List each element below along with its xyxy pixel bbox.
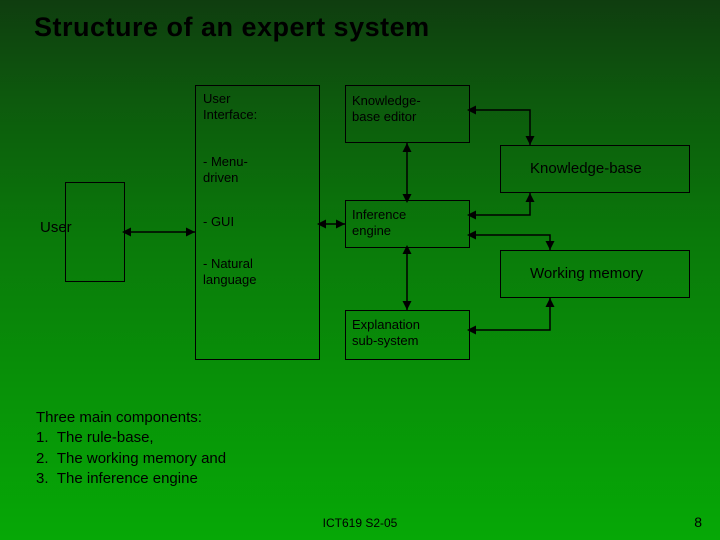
label-inference: Inference engine bbox=[352, 207, 406, 240]
label-wmem: Working memory bbox=[530, 264, 643, 284]
page-number: 8 bbox=[694, 514, 702, 530]
label-ui-header: User Interface: bbox=[203, 91, 257, 124]
slide-title: Structure of an expert system bbox=[34, 12, 430, 43]
label-ui-gui: - GUI bbox=[203, 214, 234, 230]
components-heading: Three main components: bbox=[36, 408, 226, 428]
slide-footer: ICT619 S2-05 bbox=[0, 516, 720, 530]
label-user: User bbox=[40, 218, 95, 238]
label-kbeditor: Knowledge- base editor bbox=[352, 93, 421, 126]
label-ui-nat: - Natural language bbox=[203, 256, 257, 289]
components-item-2: 2. The working memory and bbox=[36, 449, 226, 469]
label-kbase: Knowledge-base bbox=[530, 159, 642, 179]
label-explanation: Explanation sub-system bbox=[352, 317, 420, 350]
label-ui-menu: - Menu- driven bbox=[203, 154, 248, 187]
components-item-1: 1. The rule-base, bbox=[36, 428, 226, 448]
components-text: Three main components: 1. The rule-base,… bbox=[36, 408, 226, 489]
components-item-3: 3. The inference engine bbox=[36, 469, 226, 489]
